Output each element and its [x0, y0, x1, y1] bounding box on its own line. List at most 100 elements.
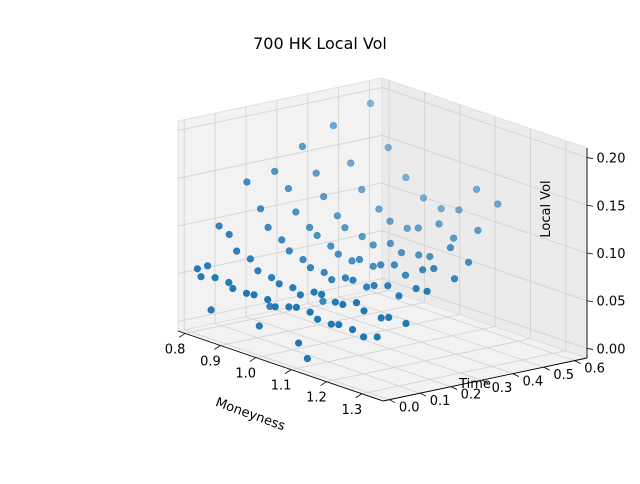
- z-tick: [586, 252, 594, 255]
- z-tick-label: 0.05: [597, 295, 626, 310]
- x-tick: [178, 333, 186, 338]
- data-point: [403, 224, 411, 232]
- x-tick-label: 0.9: [200, 354, 221, 369]
- x-tick: [214, 345, 221, 350]
- x-axis-line: [177, 330, 384, 402]
- x-tick-label: 0.8: [165, 342, 186, 357]
- data-point: [347, 159, 355, 167]
- data-point: [377, 314, 385, 322]
- data-point: [384, 282, 392, 290]
- y-tick: [450, 386, 458, 391]
- z-tick: [586, 204, 594, 207]
- y-tick-label: 0.2: [461, 388, 482, 403]
- data-point: [369, 262, 377, 270]
- x-tick-label: 1.1: [271, 379, 292, 394]
- data-point: [426, 253, 434, 261]
- data-point: [328, 276, 336, 284]
- y-grid-line: [307, 93, 513, 374]
- data-point: [333, 212, 342, 220]
- x-tick-label: 1.0: [235, 367, 256, 382]
- data-point: [303, 355, 312, 363]
- data-point: [339, 300, 347, 309]
- data-point: [435, 220, 443, 228]
- z-grid-line: [177, 182, 588, 254]
- data-point: [334, 250, 342, 258]
- y-tick-label: 0.5: [553, 368, 574, 383]
- data-point: [358, 186, 366, 194]
- data-point: [377, 261, 385, 269]
- z-tick: [586, 157, 594, 159]
- x-tick: [320, 381, 327, 387]
- data-point: [225, 278, 233, 287]
- data-points: [193, 99, 502, 363]
- data-point: [419, 266, 427, 274]
- data-point: [395, 292, 403, 300]
- data-point: [268, 274, 276, 282]
- y-tick-label: 0.3: [492, 381, 513, 396]
- x-tick: [249, 357, 256, 362]
- data-point: [295, 339, 303, 347]
- data-point: [358, 233, 366, 241]
- data-point: [271, 167, 279, 175]
- data-point: [331, 298, 339, 306]
- data-point: [285, 303, 293, 311]
- data-point: [455, 206, 463, 214]
- data-point: [329, 121, 338, 130]
- y-axis-label: Time: [458, 377, 491, 392]
- data-point: [384, 144, 392, 152]
- tick-marks: [178, 157, 594, 404]
- data-point: [352, 299, 361, 307]
- y-grid-line: [183, 119, 390, 401]
- x-tick-label: 1.2: [306, 391, 327, 406]
- y-tick: [481, 379, 489, 384]
- data-point: [284, 185, 293, 193]
- data-point: [310, 288, 318, 296]
- z-grid-line: [177, 278, 588, 349]
- data-point: [246, 255, 254, 263]
- data-point: [255, 322, 263, 330]
- data-point: [319, 297, 327, 305]
- z-tick-label: 0.15: [597, 199, 626, 214]
- data-point: [299, 256, 307, 264]
- data-point: [250, 291, 258, 299]
- x-tick-label: 1.3: [341, 403, 362, 418]
- y-grid-line: [214, 113, 421, 394]
- data-point: [278, 236, 286, 244]
- data-point: [386, 217, 394, 225]
- data-point: [366, 99, 375, 107]
- data-point: [313, 231, 321, 240]
- data-point: [193, 265, 201, 273]
- data-point: [320, 193, 328, 201]
- data-point: [446, 244, 455, 252]
- data-point: [271, 303, 279, 311]
- data-point: [402, 319, 410, 328]
- data-point: [450, 275, 459, 283]
- data-point: [229, 284, 237, 293]
- data-point: [401, 271, 410, 279]
- data-point: [327, 320, 335, 328]
- y-tick: [419, 392, 427, 397]
- data-point: [233, 247, 241, 255]
- y-axis-line: [382, 357, 588, 402]
- data-point: [375, 205, 383, 213]
- data-point: [242, 289, 251, 297]
- y-tick-label: 0.0: [399, 401, 420, 416]
- data-point: [473, 185, 481, 193]
- data-point: [335, 321, 343, 329]
- data-point: [292, 208, 300, 216]
- z-tick-label: 0.00: [597, 342, 626, 357]
- z-grid-line: [177, 230, 588, 302]
- data-point: [225, 230, 233, 239]
- data-point: [349, 276, 357, 284]
- x-tick: [284, 369, 292, 374]
- data-point: [306, 223, 314, 231]
- data-point: [465, 258, 473, 266]
- data-point: [423, 287, 431, 295]
- data-point: [390, 261, 399, 269]
- x-tick: [355, 393, 363, 399]
- data-point: [298, 142, 307, 150]
- data-point: [296, 291, 305, 299]
- data-point: [397, 249, 406, 257]
